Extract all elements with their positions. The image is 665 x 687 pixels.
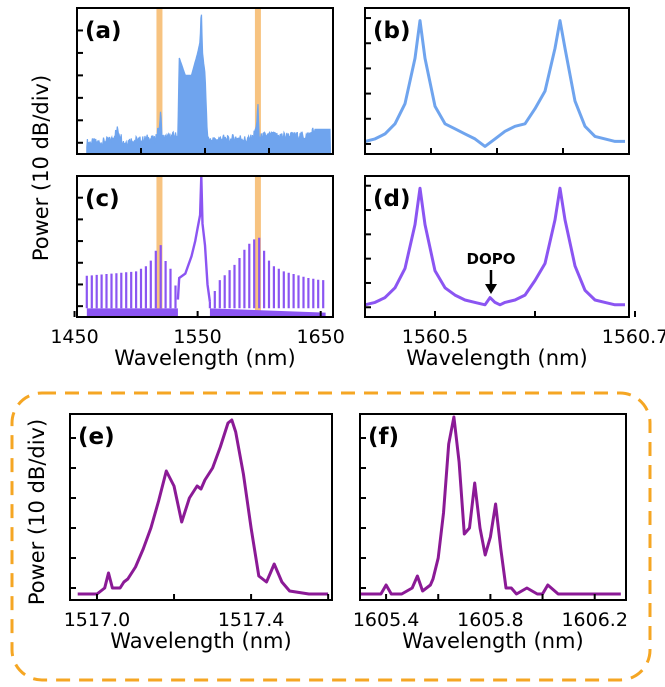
highlight-band-c-1 bbox=[254, 177, 261, 316]
panel-label-d: (d) bbox=[373, 186, 411, 212]
panel-label-b: (b) bbox=[373, 18, 411, 44]
axes-frame-d bbox=[364, 175, 630, 318]
panel-a: (a) bbox=[76, 7, 334, 155]
spectrum-trace-a bbox=[86, 14, 332, 155]
panel-d: 1560.5 1560.7 Wavelength (nm) (d) DOPO bbox=[364, 175, 665, 370]
xtick-label-c-0: 1450 bbox=[50, 326, 98, 348]
xlabel-d: Wavelength (nm) bbox=[406, 346, 587, 370]
xtick-label-f-2: 1605.8 bbox=[457, 609, 523, 631]
panel-label-a: (a) bbox=[85, 18, 122, 44]
xtick-label-c-1: 1550 bbox=[173, 326, 221, 348]
panel-b: (b) bbox=[364, 7, 630, 155]
xtick-label-d-0: 1560.5 bbox=[402, 326, 468, 348]
axes-frame-e bbox=[69, 413, 333, 601]
pump-trace-c bbox=[176, 175, 212, 302]
highlight-band-a-1 bbox=[254, 9, 261, 153]
xtick-label-f-0: 1605.4 bbox=[353, 609, 419, 631]
xlabel-e: Wavelength (nm) bbox=[110, 629, 291, 653]
xtick-label-d-2: 1560.7 bbox=[602, 326, 665, 348]
annotation-arrow-head-d bbox=[485, 284, 497, 294]
spectrum-trace-d bbox=[364, 186, 625, 307]
xlabel-c: Wavelength (nm) bbox=[114, 346, 295, 370]
ylabel-top: Power (10 dB/div) bbox=[29, 75, 53, 261]
xtick-label-e-0: 1517.0 bbox=[64, 609, 130, 631]
axes-frame-c bbox=[76, 175, 334, 318]
xtick-label-c-2: 1650 bbox=[297, 326, 345, 348]
xlabel-f: Wavelength (nm) bbox=[402, 629, 583, 653]
xtick-label-e-2: 1517.4 bbox=[218, 609, 284, 631]
ylabel-bottom: Power (10 dB/div) bbox=[25, 419, 49, 605]
axes-frame-f bbox=[359, 413, 627, 601]
highlight-band-a-0 bbox=[156, 9, 163, 153]
spectrum-trace-e bbox=[77, 418, 329, 596]
highlight-frame bbox=[10, 391, 652, 682]
panel-label-c: (c) bbox=[85, 186, 120, 212]
comb-floor-c bbox=[86, 308, 326, 317]
spectrum-trace-b bbox=[364, 19, 625, 148]
panel-label-f: (f) bbox=[368, 424, 399, 450]
panel-label-e: (e) bbox=[78, 424, 115, 450]
highlight-band-c-0 bbox=[156, 177, 163, 316]
comb-lines-c bbox=[85, 237, 325, 309]
xtick-label-f-4: 1606.2 bbox=[561, 609, 627, 631]
annotation-d: DOPO bbox=[467, 250, 516, 268]
spectrum-trace-f bbox=[360, 415, 621, 596]
